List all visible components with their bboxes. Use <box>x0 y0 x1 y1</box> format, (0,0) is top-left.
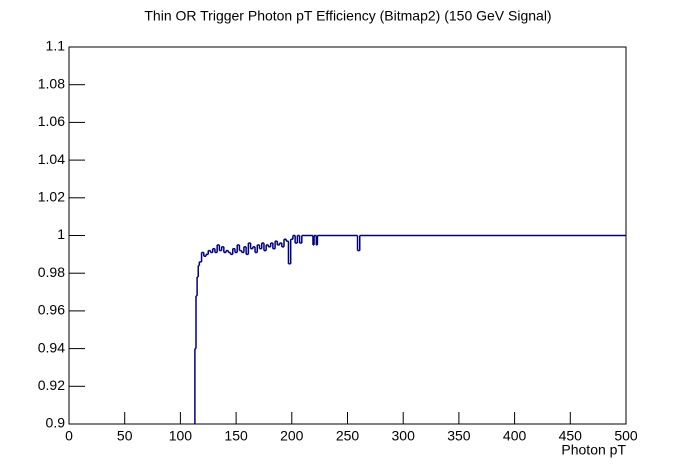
x-tick-label: 450 <box>559 428 583 444</box>
x-tick-label: 250 <box>336 428 360 444</box>
y-tick-label: 0.96 <box>38 302 65 318</box>
x-tick-label: 350 <box>447 428 471 444</box>
x-axis-label: Photon pT <box>561 442 626 458</box>
y-tick-label: 1.04 <box>38 151 65 167</box>
y-tick-label: 0.9 <box>46 415 66 431</box>
x-tick-label: 150 <box>224 428 248 444</box>
y-tick-label: 1.06 <box>38 113 65 129</box>
x-tick-label: 500 <box>614 428 638 444</box>
y-tick-label: 1.02 <box>38 189 65 205</box>
y-tick-label: 1 <box>57 226 65 242</box>
x-tick-label: 200 <box>280 428 304 444</box>
y-tick-label: 1.1 <box>46 38 66 54</box>
y-tick-label: 0.98 <box>38 264 65 280</box>
chart-title: Thin OR Trigger Photon pT Efficiency (Bi… <box>144 8 551 24</box>
x-tick-label: 300 <box>392 428 416 444</box>
x-tick-label: 0 <box>65 428 73 444</box>
y-tick-label: 0.94 <box>38 339 65 355</box>
x-tick-label: 400 <box>503 428 527 444</box>
y-tick-label: 1.08 <box>38 75 65 91</box>
y-tick-label: 0.92 <box>38 377 65 393</box>
x-tick-label: 50 <box>117 428 133 444</box>
x-tick-label: 100 <box>169 428 193 444</box>
